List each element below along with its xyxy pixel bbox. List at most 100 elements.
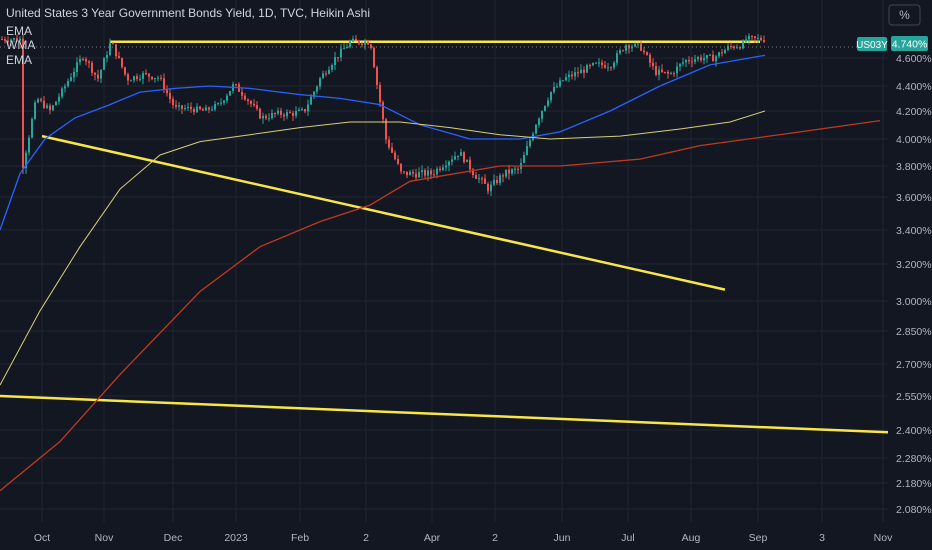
- candle: [538, 117, 540, 128]
- candle: [331, 63, 333, 73]
- candle: [445, 160, 447, 172]
- candle: [715, 54, 717, 67]
- candle: [70, 73, 72, 82]
- candle: [214, 100, 216, 112]
- candle: [142, 71, 144, 85]
- candle: [478, 174, 480, 184]
- candles: [1, 33, 765, 197]
- candle: [166, 85, 168, 97]
- candle: [376, 65, 378, 90]
- x-tick-label: 2: [363, 532, 369, 544]
- candle: [670, 71, 672, 75]
- candle: [745, 35, 747, 44]
- candle: [250, 99, 252, 108]
- candle: [682, 57, 684, 67]
- candle: [118, 51, 120, 59]
- candle: [634, 42, 636, 48]
- candle: [160, 74, 162, 81]
- candle: [697, 55, 699, 62]
- candle: [181, 105, 183, 114]
- trendline-1[interactable]: [41, 134, 726, 291]
- candle: [43, 96, 45, 109]
- candle: [460, 148, 462, 156]
- candle: [322, 70, 324, 79]
- candle: [268, 113, 270, 122]
- candle: [661, 64, 663, 73]
- candle: [571, 71, 573, 80]
- candle: [706, 54, 708, 63]
- x-tick-label: Dec: [164, 532, 183, 544]
- candle: [361, 42, 363, 48]
- candle: [109, 38, 111, 57]
- indicator-wma[interactable]: WMA: [6, 38, 35, 52]
- candle: [454, 151, 456, 160]
- candle: [313, 90, 315, 100]
- candle: [463, 151, 465, 164]
- candle: [121, 57, 123, 69]
- candle: [667, 70, 669, 79]
- candle: [169, 88, 171, 104]
- candle: [16, 34, 18, 42]
- candle: [733, 45, 735, 51]
- candle: [64, 83, 66, 93]
- candle: [1, 36, 3, 41]
- candle: [127, 72, 129, 85]
- moving-averages: [0, 54, 881, 492]
- percent-scale-label: %: [899, 8, 910, 22]
- candle: [349, 39, 351, 49]
- candle: [13, 37, 15, 43]
- scale-mode-button[interactable]: %: [888, 4, 921, 26]
- candle: [613, 61, 615, 70]
- x-tick-label: 2: [492, 532, 498, 544]
- candle: [175, 100, 177, 110]
- candle: [457, 155, 459, 161]
- trendline-2[interactable]: [0, 394, 889, 434]
- candle: [184, 104, 186, 111]
- candle: [139, 74, 141, 82]
- x-axis[interactable]: Oct Nov Dec 2023 Feb 2 Apr 2 Jun Jul Aug Sep 3 Nov: [34, 532, 893, 544]
- candle: [286, 109, 288, 120]
- candle: [61, 86, 63, 99]
- candle: [433, 169, 435, 178]
- candle: [352, 35, 354, 43]
- candle: [316, 85, 318, 95]
- candle: [679, 63, 681, 72]
- candle: [97, 69, 99, 82]
- candle: [409, 169, 411, 176]
- y-tick-label: 4.600%: [896, 53, 932, 65]
- candle: [256, 101, 258, 111]
- wma-line: [0, 110, 766, 386]
- candle: [685, 59, 687, 67]
- candle: [553, 81, 555, 94]
- candle: [442, 164, 444, 172]
- x-tick-label: Sep: [749, 532, 768, 544]
- candle: [643, 47, 645, 55]
- candle: [157, 75, 159, 82]
- y-tick-label: 4.400%: [896, 81, 932, 93]
- indicator-ema-1[interactable]: EMA: [6, 24, 32, 38]
- candle: [565, 73, 567, 82]
- candle: [178, 102, 180, 111]
- candle: [649, 52, 651, 68]
- candle: [58, 93, 60, 105]
- candle: [343, 43, 345, 50]
- candle: [229, 90, 231, 96]
- candle: [751, 35, 753, 41]
- y-axis[interactable]: 4.600% 4.400% 4.200% 4.000% 3.800% 3.600% 3.40…: [896, 53, 932, 516]
- candle: [424, 168, 426, 178]
- candle: [40, 97, 42, 103]
- candle: [397, 155, 399, 165]
- candle: [259, 107, 261, 120]
- candle: [502, 173, 504, 183]
- candle: [730, 42, 732, 50]
- candle: [196, 103, 198, 113]
- x-tick-label: Nov: [874, 532, 893, 544]
- indicator-ema-2[interactable]: EMA: [6, 53, 32, 67]
- y-tick-label: 2.700%: [896, 359, 932, 371]
- candle: [358, 39, 360, 46]
- candle: [34, 100, 36, 121]
- candle: [514, 165, 516, 175]
- candle: [604, 61, 606, 69]
- candle: [400, 163, 402, 175]
